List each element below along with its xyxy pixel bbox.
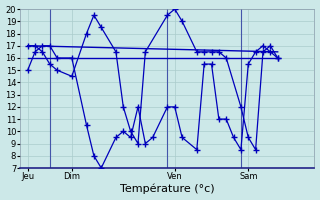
X-axis label: Température (°c): Température (°c) (120, 184, 215, 194)
